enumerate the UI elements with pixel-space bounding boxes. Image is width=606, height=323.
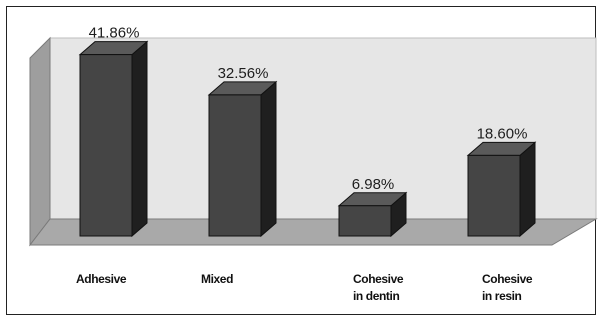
bar-1: [207, 80, 278, 238]
category-label: Cohesive: [353, 272, 404, 286]
data-label: 6.98%: [352, 176, 395, 193]
bar-front: [79, 54, 133, 237]
bar-2: [337, 191, 408, 238]
side-wall: [29, 36, 51, 247]
category-label: Cohesive: [482, 272, 533, 286]
category-label: in dentin: [353, 289, 399, 303]
data-label: 41.86%: [89, 25, 140, 42]
data-label: 32.56%: [218, 65, 269, 82]
bar-front: [338, 205, 392, 237]
bar-side: [260, 80, 277, 238]
bar-side: [131, 40, 148, 238]
category-label: in resin: [482, 289, 522, 303]
bar-3: [466, 141, 537, 238]
chart-bars: [78, 40, 537, 238]
category-labels: Adhesive Mixed Cohesive in dentin Cohesive in…: [76, 272, 533, 303]
bar-0: [78, 40, 149, 238]
data-label: 18.60%: [477, 125, 528, 142]
bar-front: [467, 154, 521, 237]
floor: [28, 218, 598, 246]
category-label: Mixed: [201, 272, 233, 286]
bar-side: [519, 141, 536, 238]
bar-front: [208, 94, 262, 237]
chart-walls: [28, 36, 598, 247]
category-label: Adhesive: [76, 272, 127, 286]
data-labels: 41.86% 32.56% 6.98% 18.60%: [89, 25, 528, 193]
